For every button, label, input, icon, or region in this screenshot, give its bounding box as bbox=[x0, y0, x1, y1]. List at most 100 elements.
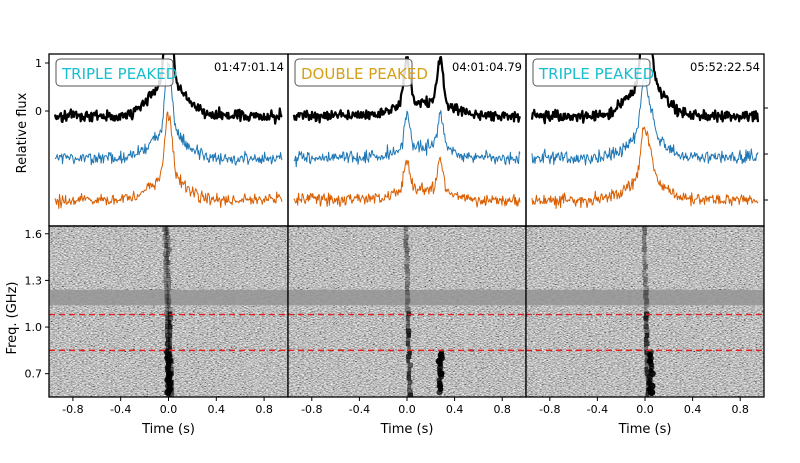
panel-type-label: TRIPLE PEAKED bbox=[538, 65, 654, 83]
panel-2: DOUBLE PEAKED 04:01:04.79 -0.8 -0.4 0.0 0.4 0.… bbox=[287, 53, 527, 437]
x-tick-label: -0.4 bbox=[110, 403, 131, 416]
burst-track bbox=[641, 247, 647, 253]
burst-track bbox=[163, 260, 169, 265]
burst-track bbox=[166, 281, 172, 287]
lightcurve-series-1 bbox=[53, 54, 283, 125]
burst-track bbox=[168, 332, 173, 338]
burst-track bbox=[403, 226, 408, 231]
panel-label-1: TRIPLE PEAKED bbox=[55, 58, 177, 87]
burst-track bbox=[644, 298, 650, 304]
burst-track bbox=[405, 294, 410, 300]
burst-track bbox=[642, 251, 647, 257]
x-tick-label: -0.8 bbox=[62, 403, 83, 416]
burst-track bbox=[407, 392, 413, 397]
lightcurve-series-2 bbox=[293, 110, 521, 168]
burst-track bbox=[643, 324, 649, 330]
x-tick-label: -0.8 bbox=[301, 403, 322, 416]
x-tick-label: -0.4 bbox=[587, 403, 608, 416]
x-axis-label: Time (s) bbox=[618, 422, 672, 437]
burst-track bbox=[163, 238, 169, 244]
burst-track bbox=[165, 234, 170, 240]
burst-track bbox=[164, 298, 169, 304]
label-box bbox=[294, 58, 413, 87]
burst-track bbox=[168, 337, 172, 342]
burst-track bbox=[167, 320, 172, 325]
burst-track bbox=[167, 328, 173, 334]
burst-track bbox=[407, 367, 412, 372]
burst-track bbox=[165, 230, 170, 236]
burst-track bbox=[165, 238, 171, 244]
label-box bbox=[532, 58, 651, 87]
burst-track bbox=[165, 307, 169, 312]
burst-track bbox=[644, 311, 650, 317]
burst-track bbox=[163, 243, 169, 248]
burst-track bbox=[166, 251, 170, 257]
x-tick-label: 0.0 bbox=[398, 403, 416, 416]
burst-track bbox=[405, 328, 412, 334]
lightcurve-series-3 bbox=[54, 111, 283, 209]
spectrogram-1 bbox=[49, 226, 288, 397]
burst-track bbox=[643, 341, 650, 347]
burst-track bbox=[163, 251, 168, 257]
burst-track bbox=[166, 285, 172, 291]
panel-label-3: TRIPLE PEAKED bbox=[532, 58, 654, 87]
burst-track bbox=[165, 324, 169, 330]
burst-track bbox=[164, 290, 170, 295]
burst-track bbox=[406, 375, 412, 381]
burst-track bbox=[166, 260, 171, 265]
burst-track bbox=[166, 273, 171, 278]
x-tick-label: 0.4 bbox=[684, 403, 702, 416]
rfi-band-mask bbox=[288, 289, 526, 306]
burst-track bbox=[168, 324, 173, 330]
burst-track bbox=[643, 337, 649, 342]
burst-track bbox=[164, 226, 169, 231]
panels-layer: TRIPLE PEAKED 01:47:01.14 -0.8 -0.4 0.0 0.4 0.… bbox=[48, 53, 765, 437]
burst-track bbox=[642, 268, 647, 274]
burst-blob bbox=[163, 348, 171, 356]
burst-track bbox=[407, 379, 413, 385]
burst-track bbox=[643, 315, 649, 321]
x-tick-label: 0.0 bbox=[636, 403, 654, 416]
burst-track bbox=[405, 277, 411, 283]
burst-track bbox=[403, 238, 408, 244]
burst-track bbox=[642, 260, 647, 265]
burst-track bbox=[405, 273, 410, 278]
burst-track bbox=[163, 273, 169, 278]
burst-track bbox=[405, 324, 410, 330]
panel-type-label: TRIPLE PEAKED bbox=[61, 65, 177, 83]
lightcurves-2 bbox=[292, 55, 522, 208]
panel-timestamp: 05:52:22.54 bbox=[690, 60, 760, 74]
burst-track bbox=[406, 371, 411, 377]
burst-track bbox=[166, 247, 172, 253]
burst-track bbox=[643, 277, 649, 283]
freq-tick-label: 0.7 bbox=[25, 368, 43, 381]
y-axis-label: Relative flux bbox=[15, 92, 30, 173]
burst-track bbox=[642, 230, 648, 236]
x-tick-label: 0.8 bbox=[731, 403, 749, 416]
burst-track bbox=[644, 367, 649, 372]
x-tick-label: 0.0 bbox=[160, 403, 178, 416]
burst-track bbox=[165, 302, 170, 308]
burst-track bbox=[405, 290, 410, 295]
burst-track bbox=[407, 362, 414, 368]
burst-track bbox=[407, 349, 412, 355]
burst-track bbox=[164, 294, 170, 300]
freq-tick-label: 1.0 bbox=[25, 321, 43, 334]
burst-track bbox=[167, 311, 173, 317]
burst-track bbox=[166, 298, 172, 304]
burst-track bbox=[407, 384, 412, 389]
spectrogram-3 bbox=[526, 226, 764, 397]
burst-track bbox=[164, 341, 170, 347]
burst-track bbox=[642, 226, 647, 231]
burst-track bbox=[163, 264, 169, 270]
burst-track bbox=[405, 337, 411, 342]
panel-1: TRIPLE PEAKED 01:47:01.14 -0.8 -0.4 0.0 0.4 0.… bbox=[48, 53, 289, 437]
burst-track bbox=[644, 320, 649, 325]
burst-track bbox=[643, 281, 647, 287]
burst-track bbox=[406, 354, 412, 360]
burst-track bbox=[164, 332, 170, 338]
burst-track bbox=[643, 290, 649, 295]
burst-track bbox=[162, 226, 168, 231]
panel-3: TRIPLE PEAKED 05:52:22.54 -0.8 -0.4 0.0 0.4 0.… bbox=[525, 53, 765, 437]
